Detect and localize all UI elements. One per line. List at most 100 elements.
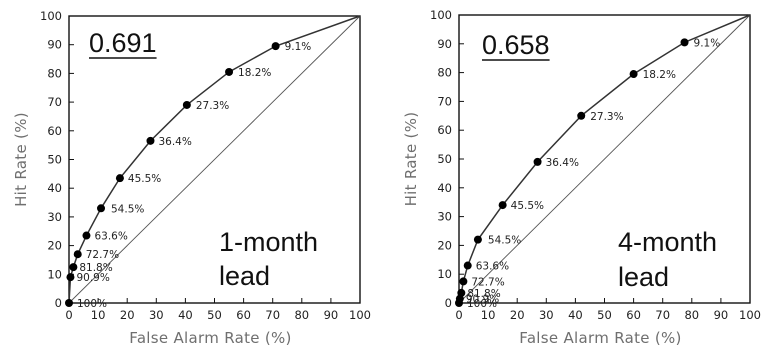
x-axis-title: False Alarm Rate (%) (129, 329, 291, 347)
y-tick-label: 0 (445, 296, 452, 310)
y-tick-label: 0 (55, 296, 62, 310)
roc-point-label: 45.5% (511, 200, 544, 212)
lead-label-line1: 1-month (219, 227, 318, 257)
y-tick-label: 20 (437, 238, 452, 252)
roc-point (271, 42, 280, 51)
x-tick-label: 0 (65, 308, 72, 322)
x-tick-label: 80 (294, 308, 309, 322)
x-tick-label: 50 (597, 308, 612, 322)
x-tick-label: 10 (481, 308, 496, 322)
roc-point-label: 100% (467, 298, 497, 310)
y-tick-label: 60 (437, 123, 452, 137)
roc-point (69, 263, 78, 272)
roc-point-label: 36.4% (546, 157, 579, 169)
roc-point (73, 250, 82, 259)
roc-point-label: 63.6% (476, 261, 509, 273)
y-tick-label: 70 (437, 94, 452, 108)
roc-point (533, 157, 542, 166)
roc-point-label: 27.3% (590, 111, 623, 123)
no-skill-diagonal (458, 14, 751, 304)
roc-point (498, 201, 507, 210)
x-tick-label: 10 (91, 308, 106, 322)
roc-point (146, 136, 155, 145)
y-tick-label: 50 (47, 153, 62, 167)
roc-point-label: 36.4% (158, 136, 191, 148)
x-tick-label: 30 (149, 308, 164, 322)
x-tick-label: 40 (178, 308, 193, 322)
y-tick-label: 100 (430, 8, 452, 22)
roc-point (457, 288, 466, 297)
y-tick-label: 90 (47, 38, 62, 52)
y-tick-label: 10 (47, 267, 62, 281)
x-axis-title: False Alarm Rate (%) (519, 329, 681, 347)
roc-point-label: 81.8% (467, 288, 500, 300)
roc-point (463, 261, 472, 270)
roc-point-label: 18.2% (643, 69, 676, 81)
roc-point-label: 72.7% (86, 249, 119, 261)
roc-point (182, 100, 191, 109)
x-tick-label: 90 (324, 308, 339, 322)
roc-point-label: 90.9% (466, 294, 499, 306)
lead-label-line1: 4-month (618, 227, 717, 257)
roc-point-label: 54.5% (488, 235, 521, 247)
roc-point-label: 100% (77, 298, 107, 310)
roc-point-label: 18.2% (238, 67, 271, 79)
y-tick-label: 80 (437, 66, 452, 80)
no-skill-diagonal (68, 15, 361, 304)
roc-point-label: 9.1% (694, 37, 721, 49)
roc-point (629, 70, 638, 79)
y-tick-label: 40 (437, 181, 452, 195)
y-axis-title: Hit Rate (%) (12, 112, 30, 207)
x-tick-label: 80 (684, 308, 699, 322)
roc-score: 0.691 (89, 28, 157, 58)
roc-point-label: 63.6% (94, 231, 127, 243)
roc-point (225, 67, 234, 76)
lead-label-line2: lead (219, 261, 270, 291)
roc-point (115, 174, 124, 183)
y-tick-label: 20 (47, 239, 62, 253)
roc-point-label: 81.8% (79, 262, 112, 274)
roc-point-label: 9.1% (285, 41, 312, 53)
roc-point-label: 54.5% (111, 203, 144, 215)
x-tick-label: 20 (510, 308, 525, 322)
y-tick-label: 90 (437, 37, 452, 51)
lead-label-line2: lead (618, 262, 669, 292)
roc-score: 0.658 (482, 30, 550, 60)
x-tick-label: 0 (455, 308, 462, 322)
roc-point (65, 299, 73, 307)
x-tick-label: 40 (568, 308, 583, 322)
y-tick-label: 60 (47, 124, 62, 138)
x-tick-label: 60 (626, 308, 641, 322)
x-tick-label: 20 (120, 308, 135, 322)
roc-point (473, 235, 482, 244)
y-tick-label: 10 (437, 267, 452, 281)
x-tick-label: 70 (265, 308, 280, 322)
y-tick-label: 40 (47, 181, 62, 195)
x-tick-label: 60 (236, 308, 251, 322)
x-tick-label: 30 (539, 308, 554, 322)
x-tick-label: 50 (207, 308, 222, 322)
y-tick-label: 30 (47, 210, 62, 224)
roc-point-label: 27.3% (196, 100, 229, 112)
y-tick-label: 50 (437, 152, 452, 166)
roc-point (577, 111, 586, 120)
x-tick-label: 90 (714, 308, 729, 322)
roc-point-label: 90.9% (76, 272, 109, 284)
y-tick-label: 70 (47, 95, 62, 109)
roc-point (82, 231, 91, 240)
roc-point (66, 273, 75, 282)
roc-panel-4-month: 0 10 20 30 40 50 60 70 80 90 100 0 10 20 30 40 50 60 70 80 9… (402, 8, 761, 347)
roc-point-label: 72.7% (471, 276, 504, 288)
roc-point (680, 38, 689, 47)
y-tick-label: 80 (47, 66, 62, 80)
y-tick-label: 100 (40, 9, 62, 23)
y-axis-title: Hit Rate (%) (402, 112, 420, 207)
roc-panel-1-month: 0 10 20 30 40 50 60 70 80 90 100 0 10 20 30 40 50 60 70 80 9… (12, 9, 371, 347)
x-tick-label: 100 (349, 308, 371, 322)
roc-point (459, 277, 468, 286)
roc-point-label: 45.5% (128, 173, 161, 185)
x-tick-label: 70 (655, 308, 670, 322)
y-tick-label: 30 (437, 210, 452, 224)
roc-point (97, 204, 106, 213)
